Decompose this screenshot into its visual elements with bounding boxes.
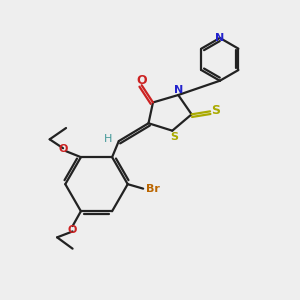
Text: N: N — [215, 33, 224, 43]
Text: N: N — [174, 85, 184, 95]
Text: S: S — [171, 132, 179, 142]
Text: O: O — [68, 225, 77, 235]
Text: Br: Br — [146, 184, 160, 194]
Text: S: S — [211, 104, 220, 117]
Text: O: O — [59, 143, 68, 154]
Text: O: O — [136, 74, 147, 87]
Text: H: H — [104, 134, 112, 144]
